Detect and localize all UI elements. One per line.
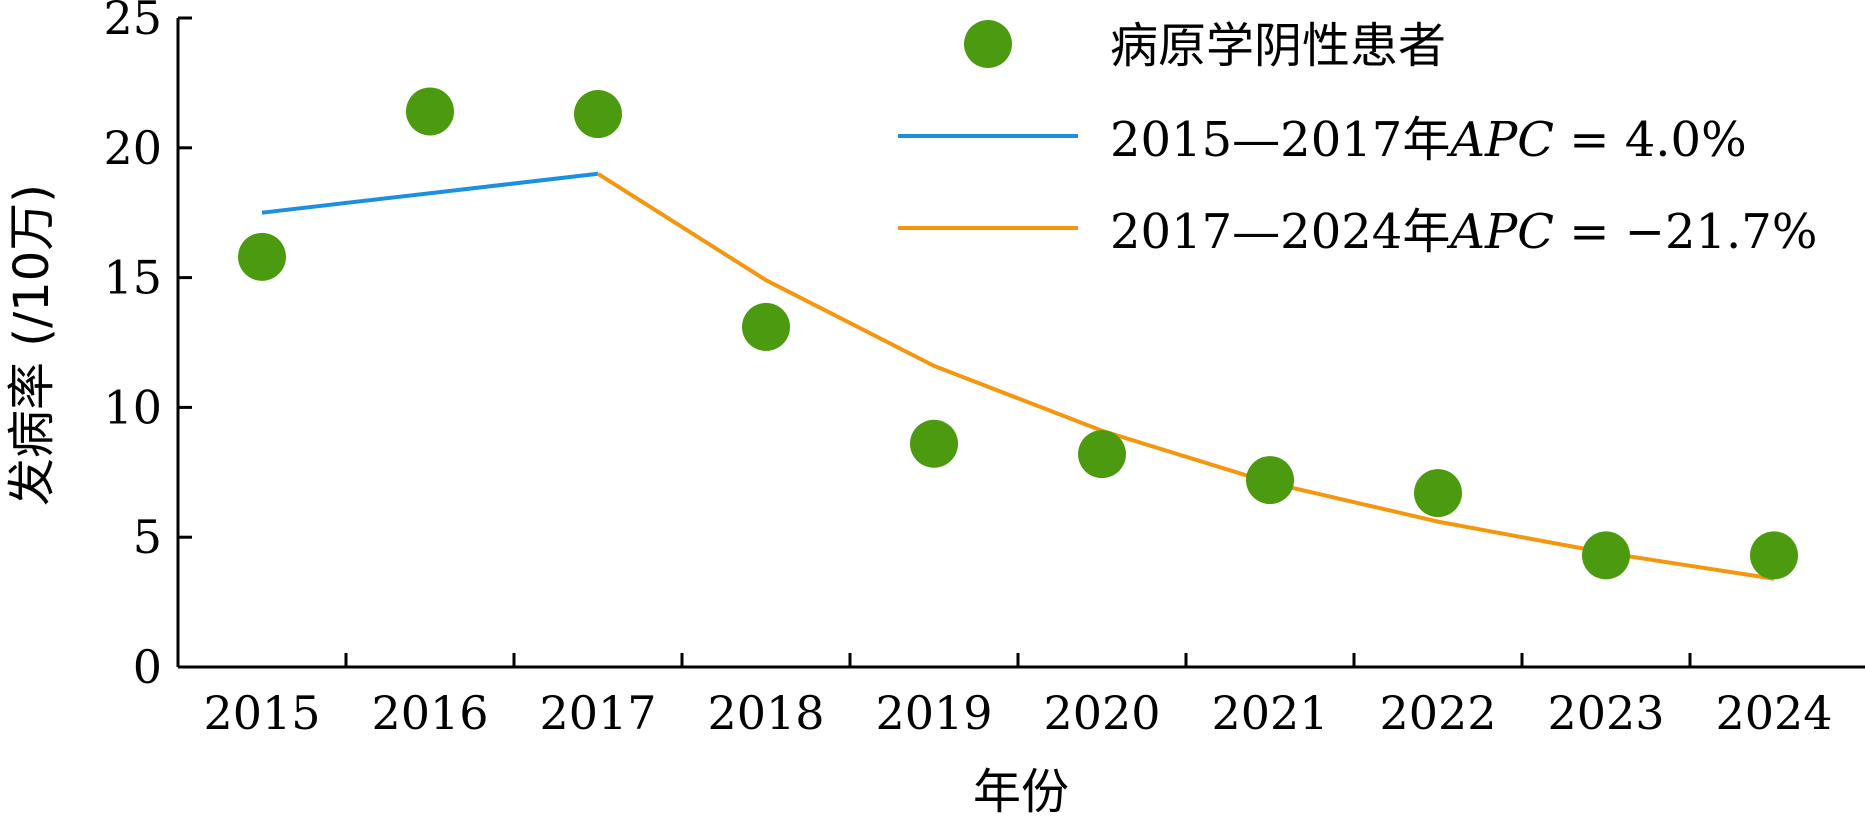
- legend-2017-2024-range: 2017—2024: [1110, 204, 1402, 260]
- legend-2017-2024-unit: 年: [1402, 204, 1450, 260]
- y-tick-label: 20: [103, 121, 162, 175]
- plot-area: [238, 87, 1798, 581]
- data-point: [1582, 531, 1630, 580]
- legend-marker-negative-patients: [964, 20, 1012, 68]
- y-tick-label: 25: [103, 0, 162, 45]
- y-tick-label: 15: [103, 251, 162, 305]
- y-tick-label: 0: [133, 640, 162, 694]
- legend-2017-2024-value: = −21.7%: [1554, 204, 1817, 260]
- data-point: [238, 232, 286, 281]
- x-tick-label: 2015: [203, 686, 320, 740]
- series-line-2: [596, 172, 1775, 581]
- data-point: [574, 90, 622, 139]
- legend-label-2017-2024: 2017—2024年APC = −21.7%: [1110, 204, 1817, 260]
- legend-2015-2017-range: 2015—2017: [1110, 112, 1402, 168]
- legend: 病原学阴性患者 2015—2017年APC = 4.0% 2017—2024年A…: [898, 18, 1817, 260]
- data-point: [1414, 469, 1462, 518]
- x-tick-label: 2016: [371, 686, 488, 740]
- x-tick-label: 2021: [1211, 686, 1328, 740]
- legend-label-negative-patients: 病原学阴性患者: [1110, 18, 1446, 74]
- x-tick-label: 2023: [1547, 686, 1664, 740]
- x-tick-label: 2020: [1043, 686, 1160, 740]
- legend-label-2015-2017: 2015—2017年APC = 4.0%: [1110, 112, 1747, 168]
- data-point: [742, 302, 790, 351]
- legend-2017-2024-apc: APC: [1446, 204, 1554, 260]
- data-point: [406, 87, 454, 136]
- x-tick-label: 2018: [707, 686, 824, 740]
- data-point: [910, 419, 958, 468]
- x-tick-label: 2022: [1379, 686, 1496, 740]
- y-tick-label: 10: [103, 380, 162, 434]
- y-tick-label: 5: [133, 510, 162, 564]
- y-axis-title: 发病率 (/10万): [4, 184, 60, 506]
- x-ticks: 2015 2016 2017 2018 2019 2020 2021 2022 2023 2024: [203, 653, 1833, 740]
- y-ticks: 0 5 10 15 20 25: [103, 0, 192, 694]
- legend-2015-2017-value: = 4.0%: [1554, 112, 1747, 168]
- x-tick-label: 2024: [1715, 686, 1832, 740]
- legend-2015-2017-unit: 年: [1402, 112, 1450, 168]
- data-point: [1750, 531, 1798, 580]
- x-axis-title: 年份: [973, 764, 1069, 820]
- data-point: [1246, 456, 1294, 505]
- x-tick-label: 2017: [539, 686, 656, 740]
- legend-2015-2017-apc: APC: [1446, 112, 1554, 168]
- x-tick-label: 2019: [875, 686, 992, 740]
- series-line-1: [261, 171, 599, 215]
- data-point: [1078, 430, 1126, 479]
